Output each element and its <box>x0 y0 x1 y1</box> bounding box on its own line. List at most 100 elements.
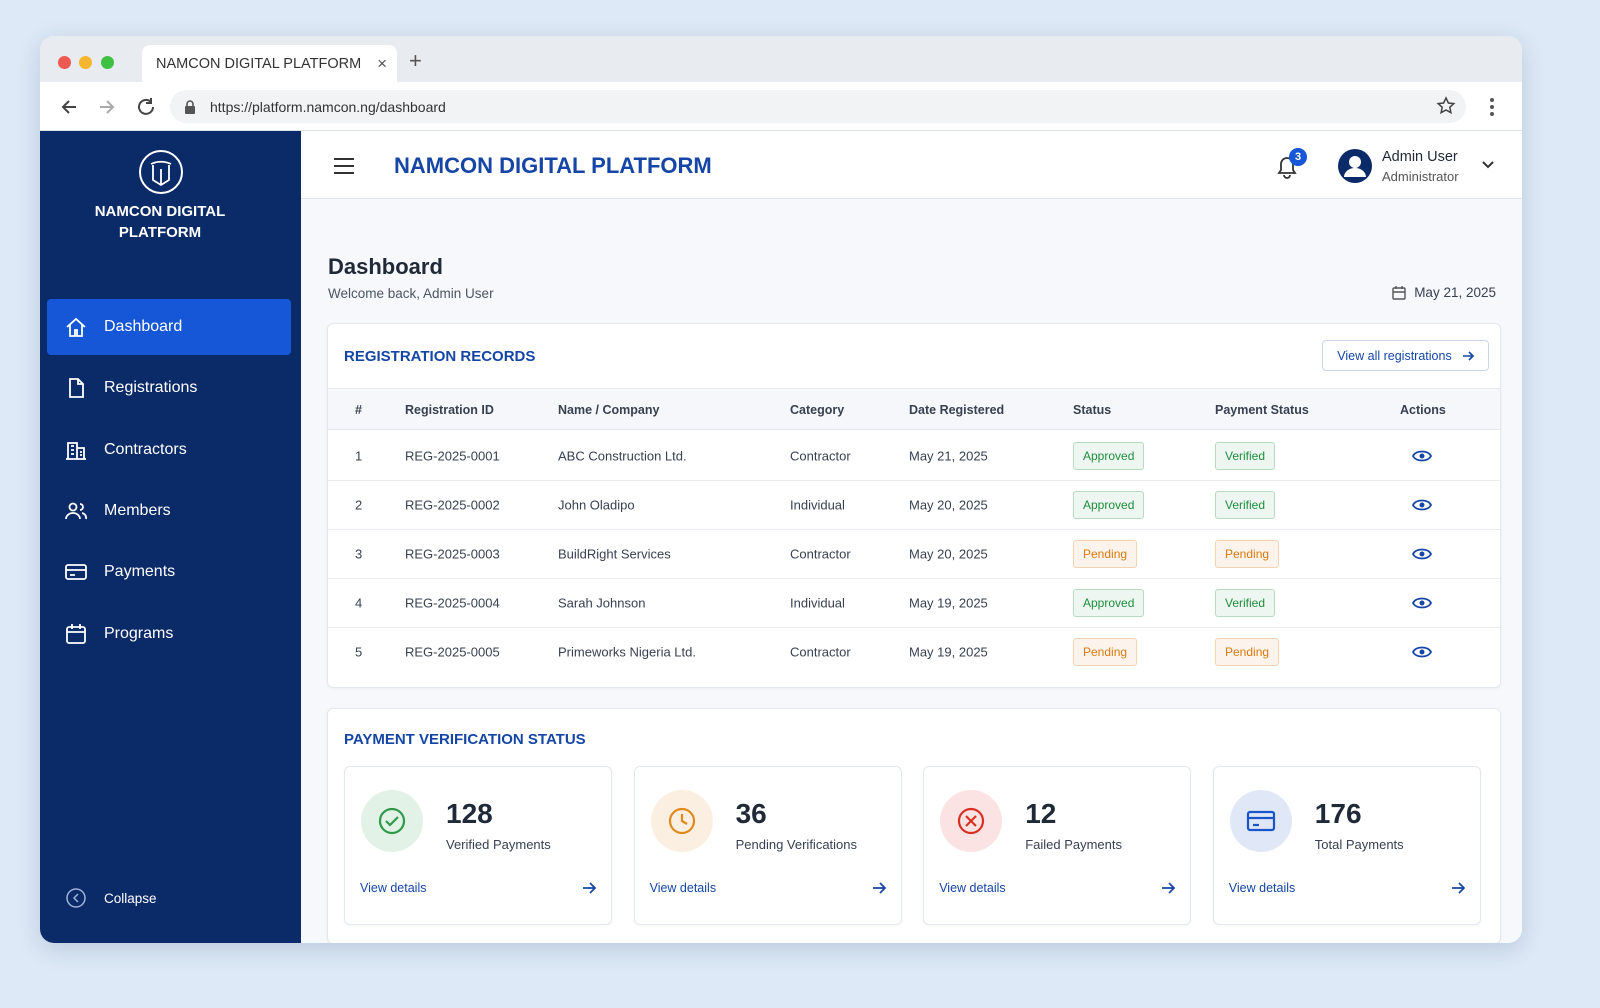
nav-icon <box>65 502 87 520</box>
table-cell: REG-2025-0004 <box>405 595 500 611</box>
page-date: May 21, 2025 <box>1392 285 1496 300</box>
column-header: Name / Company <box>558 403 660 417</box>
table-cell: REG-2025-0003 <box>405 546 500 562</box>
view-action[interactable] <box>1411 448 1433 469</box>
view-details[interactable]: View details <box>650 881 886 895</box>
nav-item[interactable]: Members <box>47 483 291 539</box>
new-tab[interactable]: + <box>409 48 422 73</box>
view-all-label: View all registrations <box>1337 348 1452 363</box>
view-action[interactable] <box>1411 644 1433 665</box>
eye-icon <box>1411 499 1433 511</box>
table-header <box>328 388 1500 430</box>
table-cell: 4 <box>355 595 363 611</box>
stat-label: Pending Verifications <box>735 837 858 852</box>
column-header: Date Registered <box>909 403 1005 417</box>
stat-icon <box>940 790 1003 852</box>
section-title: REGISTRATION RECORDS <box>344 348 536 365</box>
nav-item[interactable]: Dashboard <box>47 299 291 355</box>
eye-icon <box>1411 597 1433 609</box>
top-header <box>301 131 1522 199</box>
icon <box>1246 810 1275 832</box>
view-all-button[interactable]: View all registrations <box>1322 340 1489 371</box>
tab[interactable]: NAMCON DIGITAL PLATFORM × <box>142 45 397 82</box>
nav-item[interactable]: Registrations <box>47 360 291 416</box>
icon <box>378 807 406 835</box>
avatar[interactable] <box>1337 148 1373 184</box>
nav-label: Dashboard <box>104 318 183 335</box>
view-action[interactable] <box>1411 546 1433 567</box>
stat-card: 12 Failed Payments View details <box>923 766 1192 925</box>
nav-item[interactable]: Contractors <box>47 422 291 478</box>
status-badge: Pending <box>1073 638 1138 666</box>
lock-icon <box>185 99 195 114</box>
date-text: May 21, 2025 <box>1414 285 1496 300</box>
collapse[interactable]: Collapse <box>66 888 157 908</box>
stat-label: Total Payments <box>1314 837 1404 852</box>
nav-icon <box>66 317 86 337</box>
user-menu-chevron[interactable] <box>1481 160 1495 170</box>
arrow-icon <box>583 882 596 894</box>
stat-icon <box>1229 790 1292 852</box>
nav-buttons[interactable] <box>60 96 190 118</box>
arrow-icon <box>1462 350 1474 361</box>
view-action[interactable] <box>1411 497 1433 518</box>
stat-card: 36 Pending Verifications View details <box>633 766 902 925</box>
minimize-dot[interactable] <box>79 56 92 69</box>
view-details[interactable]: View details <box>939 881 1176 895</box>
registration-card: REGISTRATION RECORDS View all registrati… <box>327 323 1501 688</box>
nav-item[interactable]: Programs <box>47 606 291 662</box>
menu-toggle[interactable] <box>333 157 355 175</box>
close-dot[interactable] <box>58 56 71 69</box>
status-badge: Verified <box>1215 589 1276 617</box>
brand: NAMCON DIGITAL PLATFORM <box>94 203 226 241</box>
view-details-label: View details <box>360 881 427 895</box>
nav-item[interactable]: Payments <box>47 544 291 600</box>
bookmark-star[interactable] <box>1436 96 1456 116</box>
collapse-label: Collapse <box>104 890 157 906</box>
nav-label: Programs <box>104 624 174 642</box>
main: NAMCON DIGITAL PLATFORM 3 Admin User Adm… <box>301 131 1522 943</box>
section-title: PAYMENT VERIFICATION STATUS <box>344 731 586 748</box>
view-details-label: View details <box>649 881 717 895</box>
tab-close[interactable]: × <box>377 53 387 73</box>
stat-card: 176 Total Payments View details <box>1212 766 1481 925</box>
url: https://platform.namcon.ng/dashboard <box>210 98 446 115</box>
nav-label: Contractors <box>104 440 187 458</box>
table-cell: May 20, 2025 <box>909 497 988 513</box>
view-details[interactable]: View details <box>1229 881 1465 895</box>
view-action[interactable] <box>1411 595 1433 616</box>
stat-value: 128 <box>446 798 493 829</box>
table-cell: May 20, 2025 <box>909 546 988 562</box>
table-cell: Individual <box>790 497 845 513</box>
table-cell: Sarah Johnson <box>558 595 646 611</box>
nav-label: Payments <box>104 563 176 581</box>
table-cell: Contractor <box>790 644 851 660</box>
column-header: Status <box>1073 403 1112 417</box>
nav-icon <box>66 441 86 460</box>
page-subtitle: Welcome back, Admin User <box>328 286 494 301</box>
stat-icon <box>361 790 423 852</box>
maximize-dot[interactable] <box>101 56 114 69</box>
arrow-icon <box>1451 882 1465 894</box>
icon <box>668 807 695 835</box>
arrow-icon <box>1162 882 1176 894</box>
table-cell: May 21, 2025 <box>909 448 988 464</box>
calendar-icon <box>1392 285 1406 300</box>
row-divider <box>328 627 1500 628</box>
view-details[interactable]: View details <box>360 881 596 895</box>
view-details-label: View details <box>939 881 1006 895</box>
table-cell: REG-2025-0001 <box>405 448 500 464</box>
table-cell: Individual <box>790 595 845 611</box>
table-cell: 5 <box>355 644 363 660</box>
row-divider <box>328 480 1500 481</box>
browser-menu[interactable] <box>1488 97 1496 117</box>
user-role: Administrator <box>1382 169 1459 184</box>
row-divider <box>328 529 1500 530</box>
address-bar[interactable]: https://platform.namcon.ng/dashboard <box>170 90 1466 123</box>
table-cell: John Oladipo <box>558 497 635 513</box>
status-badge: Verified <box>1215 442 1276 470</box>
tab-title: NAMCON DIGITAL PLATFORM <box>156 55 362 72</box>
status-badge: Approved <box>1073 491 1145 519</box>
column-header: Category <box>790 403 845 417</box>
